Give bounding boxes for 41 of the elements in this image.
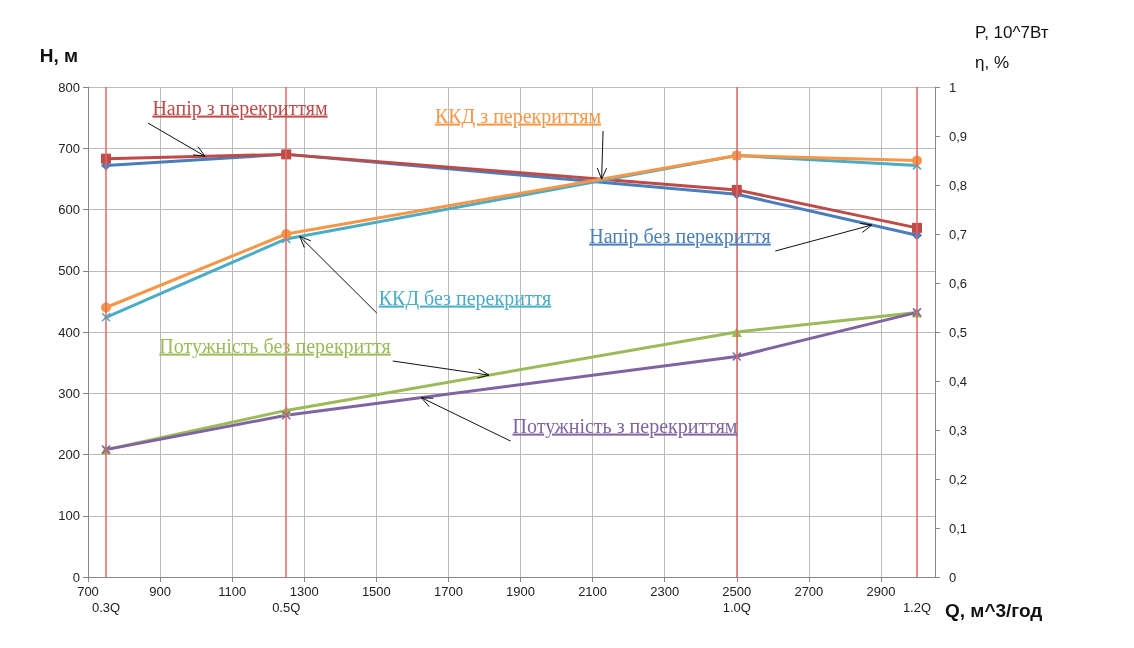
y-tick-label: 500 <box>58 263 80 279</box>
x-axis-title: Q, м^3/год <box>945 600 1043 621</box>
y2-tick-label: 0,8 <box>949 177 968 193</box>
y-tick-label: 800 <box>58 79 80 95</box>
y2-tick-label: 0,9 <box>949 128 968 144</box>
x-tick-label: 1100 <box>218 584 247 599</box>
y2-tick-label: 0,1 <box>949 520 968 536</box>
ref-line-label: 0.3Q <box>91 600 121 615</box>
ref-line-label: 1.0Q <box>722 600 751 615</box>
y2-tick-label: 1 <box>949 79 957 95</box>
y-axis-title: H, м <box>39 45 78 66</box>
x-tick-label: 2700 <box>794 584 824 599</box>
text: ККД без перекриття <box>378 286 552 310</box>
y-tick-label: 300 <box>58 385 80 401</box>
x-tick-label: 1500 <box>361 584 391 599</box>
y2-tick-label: 0,5 <box>949 324 968 340</box>
y-tick-label: 600 <box>58 202 80 217</box>
x-tick-label: 900 <box>149 584 171 599</box>
ref-line-label: 0.5Q <box>272 600 301 615</box>
y2-tick-label: 0 <box>949 569 957 585</box>
x-tick-label: 1300 <box>289 584 319 599</box>
y2-tick-label: 0,2 <box>949 471 968 487</box>
y-tick-label: 100 <box>58 508 80 524</box>
x-tick-label: 2300 <box>650 584 680 599</box>
y2-axis-title: P, 10^7Вт η, % <box>975 22 1049 72</box>
y2-tick-label: 0,6 <box>949 275 968 291</box>
x-tick-label: 1700 <box>433 584 463 599</box>
x-tick-label: 2500 <box>722 584 752 599</box>
text: ККД з перекриттям <box>434 104 602 128</box>
y-tick-label: 400 <box>58 324 80 340</box>
x-tick-label: 2100 <box>578 584 608 599</box>
x-tick-label: 700 <box>77 584 99 599</box>
y-tick-label: 700 <box>58 140 80 156</box>
ref-line-label: 1.2Q <box>902 600 932 615</box>
y2-tick-label: 0,7 <box>949 226 968 242</box>
y2-tick-label: 0,3 <box>949 422 968 438</box>
x-tick-label: 1900 <box>506 584 535 599</box>
y2-tick-label: 0,4 <box>949 373 968 389</box>
x-tick-label: 2900 <box>866 584 896 599</box>
y-tick-label: 200 <box>58 447 80 462</box>
y-tick-label: 0 <box>72 569 80 585</box>
